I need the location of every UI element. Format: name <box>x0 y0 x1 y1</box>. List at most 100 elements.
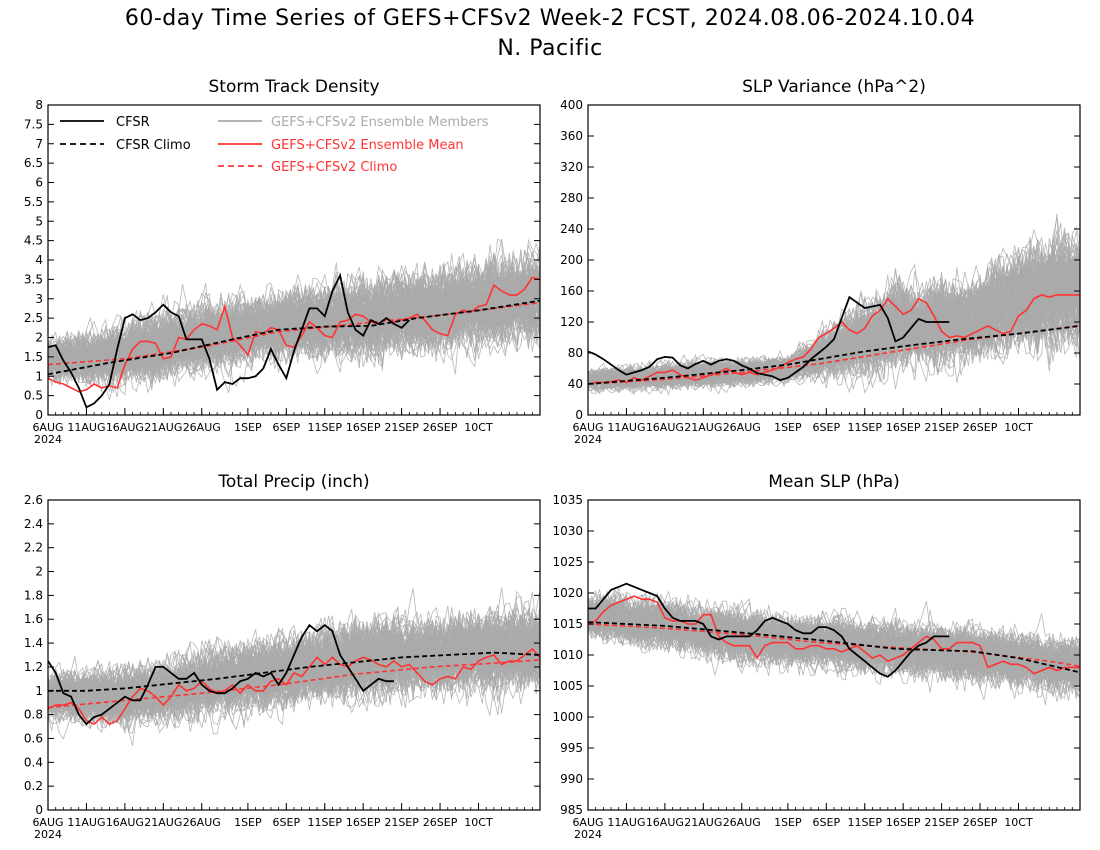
x-tick-year-label: 2024 <box>34 433 62 446</box>
x-tick-label: 16AUG <box>106 816 144 829</box>
x-tick-label: 11SEP <box>847 816 882 829</box>
x-tick-label: 11AUG <box>607 421 645 434</box>
x-tick-label: 21SEP <box>384 421 419 434</box>
series-gefs-cfsv2-ensemble-mean <box>48 647 540 726</box>
y-tick-label: 7.5 <box>24 117 43 131</box>
x-tick-label: 1SEP <box>234 816 262 829</box>
y-tick-label: 3.5 <box>24 272 43 286</box>
y-tick-label: 0.8 <box>24 708 43 722</box>
ensemble-member-line <box>588 238 1080 390</box>
panel-2: SLP Variance (hPa^2) 0 40 80 120 160 200 240 280… <box>560 77 1081 446</box>
y-tick-label: 5.5 <box>24 195 43 209</box>
ensemble-member-line <box>48 621 540 708</box>
y-tick-label: 0.4 <box>24 755 43 769</box>
y-tick-label: 1005 <box>552 679 583 693</box>
x-tick-label: 6AUG <box>572 816 603 829</box>
x-tick-label: 10CT <box>464 421 493 434</box>
series-gefs-cfsv2-ensemble-mean <box>588 595 1080 675</box>
y-tick-label: 1010 <box>552 648 583 662</box>
y-tick-label: 0 <box>35 408 43 422</box>
series-cfsr <box>588 582 950 678</box>
x-tick-label: 6AUG <box>32 421 63 434</box>
y-tick-label: 0.6 <box>24 731 43 745</box>
ensemble-member-line <box>48 257 540 376</box>
series-cfsr-climo <box>48 651 540 692</box>
ensemble-member-line <box>48 263 540 380</box>
y-tick-label: 8 <box>35 98 43 112</box>
x-tick-label: 11AUG <box>67 816 105 829</box>
y-tick-label: 985 <box>560 803 583 817</box>
x-tick-label: 1SEP <box>774 816 802 829</box>
x-tick-label: 26SEP <box>963 421 998 434</box>
x-tick-label: 26SEP <box>423 421 458 434</box>
y-tick-label: 400 <box>560 98 583 112</box>
x-tick-label: 11SEP <box>307 816 342 829</box>
y-tick-label: 40 <box>568 377 583 391</box>
y-tick-label: 0.5 <box>24 389 43 403</box>
y-tick-label: 1.6 <box>24 612 43 626</box>
x-tick-label: 16SEP <box>886 421 921 434</box>
y-tick-label: 2.5 <box>24 311 43 325</box>
x-tick-label: 11AUG <box>67 421 105 434</box>
x-tick-label: 6SEP <box>813 421 841 434</box>
x-tick-label: 16SEP <box>886 816 921 829</box>
x-tick-label: 16SEP <box>346 421 381 434</box>
x-tick-label: 21AUG <box>144 421 182 434</box>
series-gefs-cfsv2-climo <box>588 623 1080 667</box>
x-tick-label: 1SEP <box>774 421 802 434</box>
y-tick-label: 2 <box>35 565 43 579</box>
y-tick-label: 1035 <box>552 493 583 507</box>
y-tick-label: 5 <box>35 214 43 228</box>
x-tick-year-label: 2024 <box>574 828 602 841</box>
ensemble-member-line <box>588 234 1080 385</box>
panel-title: Storm Track Density <box>208 77 379 97</box>
legend-label: CFSR Climo <box>116 138 191 153</box>
y-tick-label: 1.4 <box>24 636 43 650</box>
legend: CFSR CFSR Climo GEFS+CFSv2 Ensemble Member… <box>60 115 489 175</box>
x-tick-label: 21AUG <box>684 816 722 829</box>
ensemble-member-line <box>48 606 540 727</box>
y-tick-label: 0.2 <box>24 779 43 793</box>
panel-1: Storm Track Density 0 0.5 1 1.5 2 2.5 3 3.5 4 4.5 5… <box>24 77 541 446</box>
y-tick-label: 990 <box>560 772 583 786</box>
y-tick-label: 2.6 <box>24 493 43 507</box>
panel-title: Total Precip (inch) <box>217 472 369 492</box>
y-tick-label: 2.2 <box>24 541 43 555</box>
legend-label: GEFS+CFSv2 Ensemble Members <box>271 115 489 130</box>
series-cfsr <box>588 295 950 382</box>
panel-4: Mean SLP (hPa) 985 990 995 1000 1005 1010 1015 1… <box>552 472 1081 841</box>
x-tick-year-label: 2024 <box>34 828 62 841</box>
legend-label: GEFS+CFSv2 Ensemble Mean <box>271 138 464 153</box>
y-tick-label: 3 <box>35 292 43 306</box>
x-tick-label: 6SEP <box>813 816 841 829</box>
x-tick-year-label: 2024 <box>574 433 602 446</box>
x-tick-label: 21AUG <box>144 816 182 829</box>
y-tick-label: 160 <box>560 284 583 298</box>
x-tick-label: 6SEP <box>273 421 301 434</box>
y-tick-label: 1000 <box>552 710 583 724</box>
x-tick-label: 10CT <box>1004 816 1033 829</box>
y-tick-label: 1.8 <box>24 588 43 602</box>
ensemble-member-line <box>48 260 540 388</box>
x-tick-label: 16SEP <box>346 816 381 829</box>
x-tick-label: 21SEP <box>924 816 959 829</box>
x-tick-label: 1SEP <box>234 421 262 434</box>
ensemble-member-line <box>588 601 1080 683</box>
x-tick-label: 10CT <box>1004 421 1033 434</box>
ensemble-member-line <box>48 611 540 724</box>
series-gefs-cfsv2-climo <box>48 301 540 366</box>
y-tick-label: 1.5 <box>24 350 43 364</box>
figure-subtitle: N. Pacific <box>497 36 603 61</box>
y-tick-label: 1 <box>35 369 43 383</box>
legend-label: GEFS+CFSv2 Climo <box>271 160 397 175</box>
x-tick-label: 21SEP <box>384 816 419 829</box>
y-tick-label: 1030 <box>552 524 583 538</box>
x-tick-label: 16AUG <box>646 421 684 434</box>
panel-3: Total Precip (inch) 0 0.2 0.4 0.6 0.8 1 1.2 1.4 1… <box>24 472 541 841</box>
y-tick-label: 200 <box>560 253 583 267</box>
ensemble-member-line <box>588 590 1080 685</box>
x-tick-label: 26SEP <box>963 816 998 829</box>
series-gefs-cfsv2-ensemble-mean <box>588 294 1080 385</box>
x-tick-label: 26SEP <box>423 816 458 829</box>
